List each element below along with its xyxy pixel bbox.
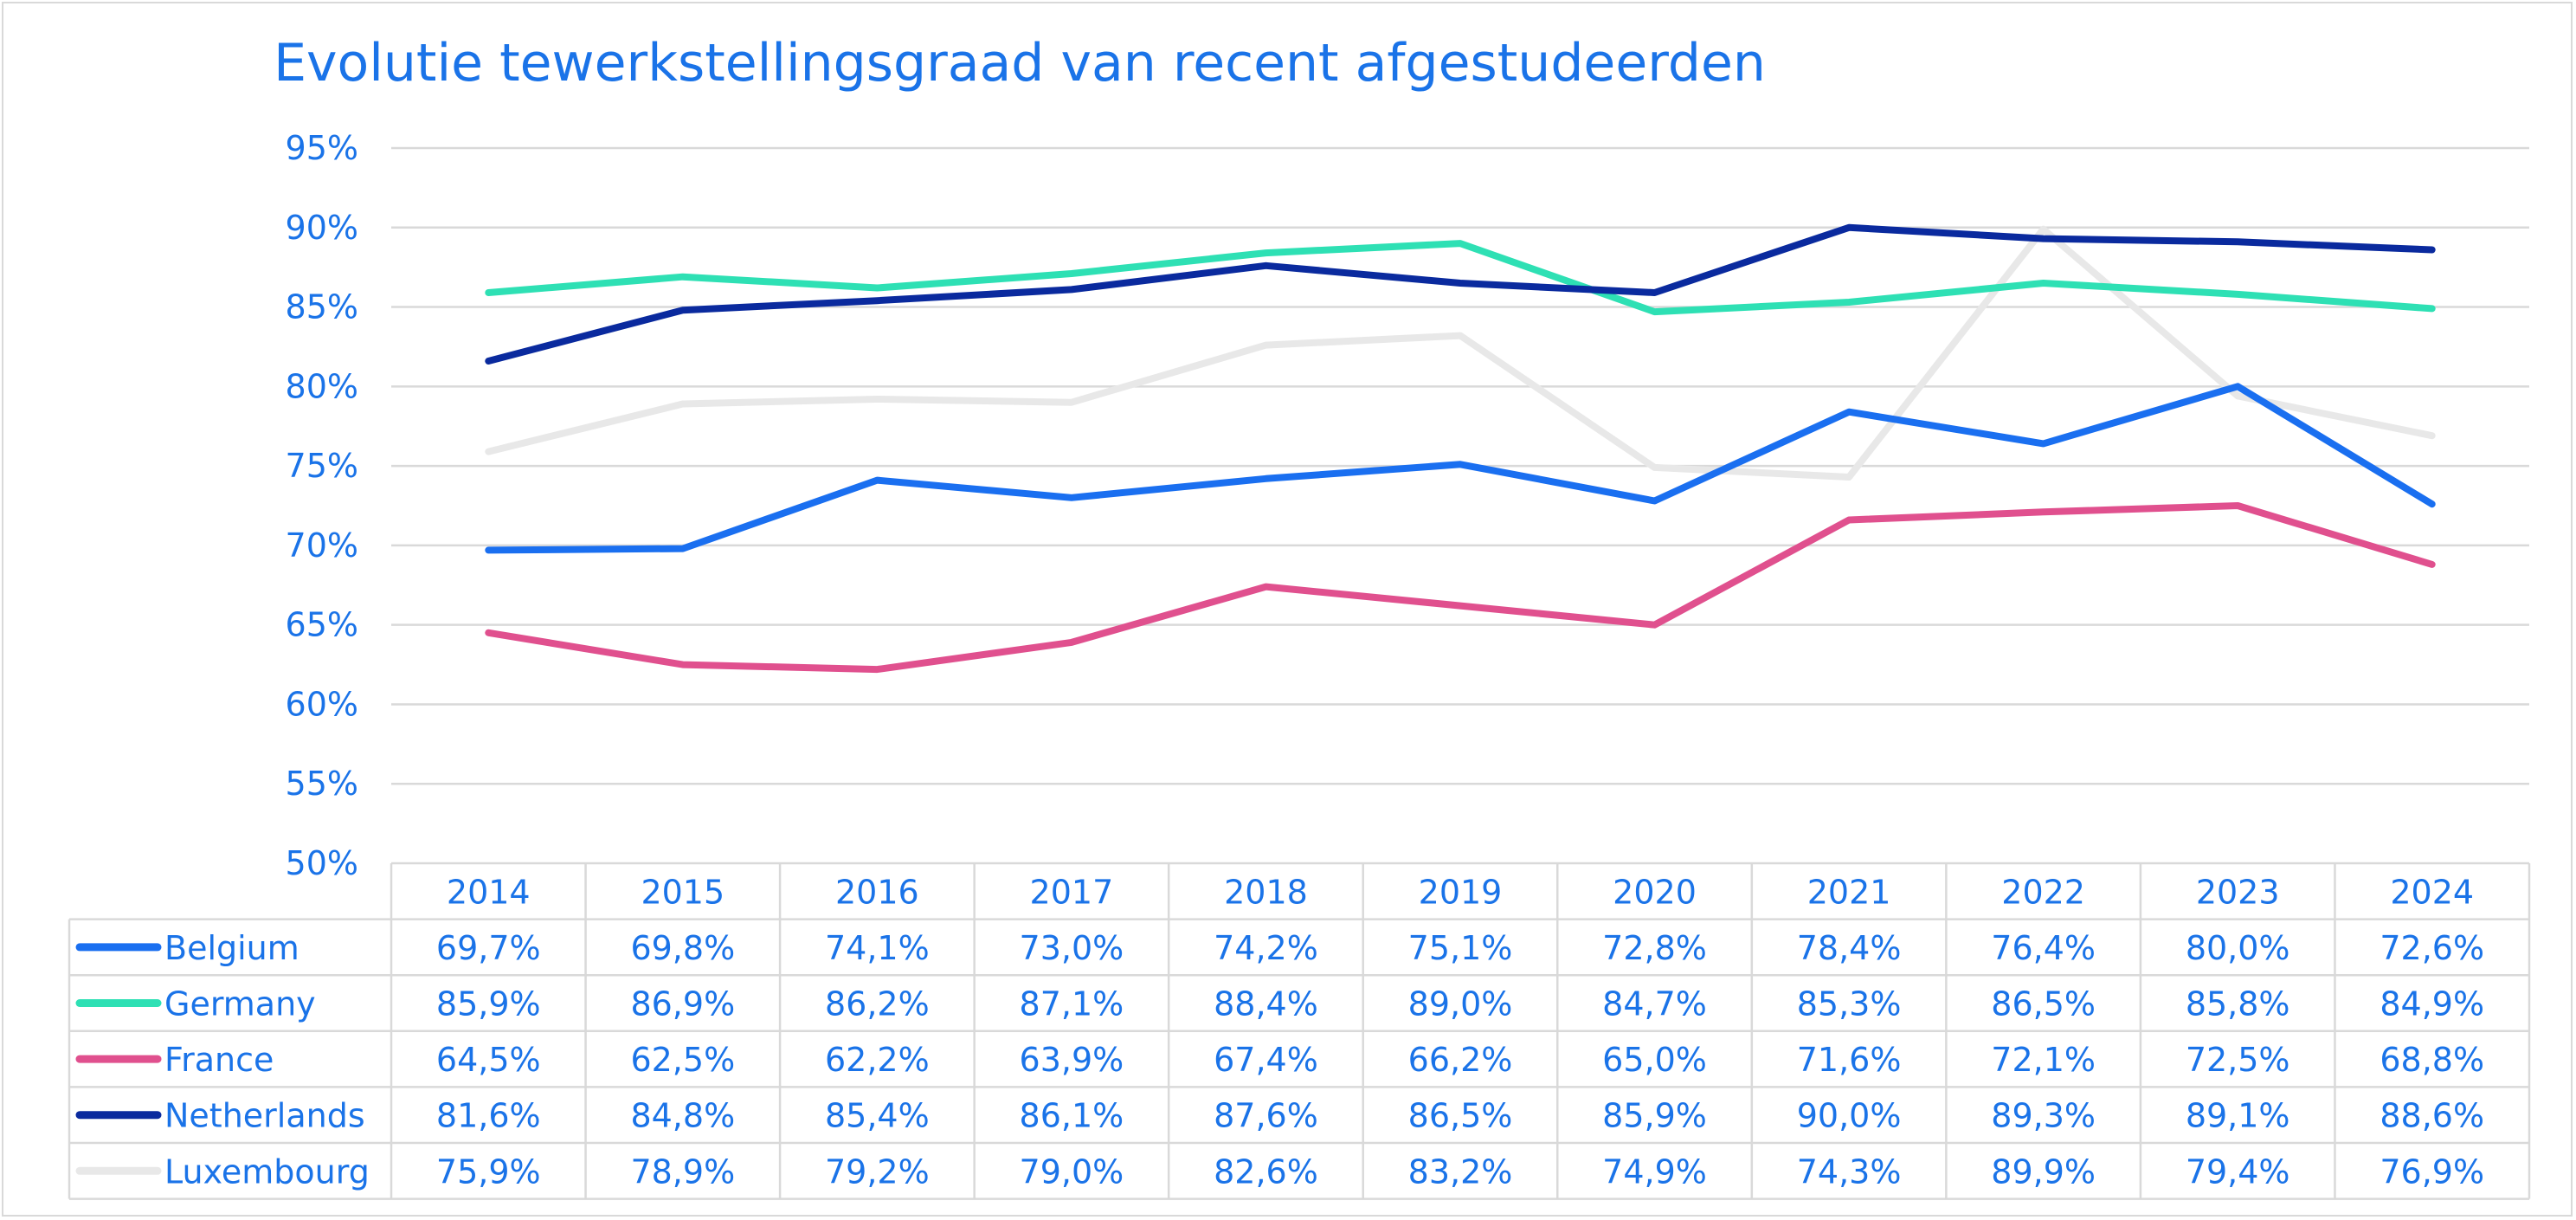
data-label: 85,4% xyxy=(825,1097,930,1135)
x-tick-label: 2023 xyxy=(2196,873,2280,911)
data-label: 85,9% xyxy=(436,985,541,1023)
x-tick-label: 2021 xyxy=(1807,873,1891,911)
legend-label-luxembourg: Luxembourg xyxy=(164,1152,370,1191)
series-line-france xyxy=(485,502,2436,674)
data-label: 76,9% xyxy=(2380,1152,2484,1191)
data-label: 89,3% xyxy=(1991,1097,2096,1135)
data-label: 86,2% xyxy=(825,985,930,1023)
data-label: 85,8% xyxy=(2186,985,2290,1023)
chart-title-text: Evolutie tewerkstellingsgraad van recent… xyxy=(274,33,1766,94)
data-label: 76,4% xyxy=(1991,929,2096,967)
data-label: 74,3% xyxy=(1797,1152,1902,1191)
data-label: 71,6% xyxy=(1797,1041,1902,1079)
chart-title: Evolutie tewerkstellingsgraad van recent… xyxy=(0,33,2576,94)
data-label: 74,1% xyxy=(825,929,930,967)
data-label: 66,2% xyxy=(1408,1041,1513,1079)
x-tick-label: 2016 xyxy=(835,873,919,911)
series-line-luxembourg xyxy=(485,225,2436,481)
x-tick-label: 2018 xyxy=(1224,873,1308,911)
data-label: 82,6% xyxy=(1214,1152,1318,1191)
data-label: 88,4% xyxy=(1214,985,1318,1023)
legend-label-netherlands: Netherlands xyxy=(164,1097,365,1135)
data-label: 72,6% xyxy=(2380,929,2484,967)
y-tick-label: 60% xyxy=(286,685,358,723)
legend-label-germany: Germany xyxy=(164,985,316,1023)
series-lines xyxy=(485,223,2436,674)
data-label: 62,5% xyxy=(630,1041,735,1079)
data-label: 63,9% xyxy=(1020,1041,1124,1079)
data-label: 73,0% xyxy=(1020,929,1124,967)
data-label: 87,6% xyxy=(1214,1097,1318,1135)
x-tick-label: 2020 xyxy=(1613,873,1697,911)
data-label: 67,4% xyxy=(1214,1041,1318,1079)
data-label: 78,9% xyxy=(630,1152,735,1191)
x-tick-label: 2014 xyxy=(447,873,531,911)
data-table-text: 2014 2015 2016 2017 2018 2019 2020 2021 2022 2023… xyxy=(75,873,2484,1191)
data-label: 62,2% xyxy=(825,1041,930,1079)
x-tick-label: 2024 xyxy=(2390,873,2474,911)
data-label: 86,1% xyxy=(1020,1097,1124,1135)
legend-label-france: France xyxy=(164,1041,274,1079)
data-label: 83,2% xyxy=(1408,1152,1513,1191)
data-label: 64,5% xyxy=(436,1041,541,1079)
y-axis-tick-labels: 95% 90% 85% 80% 75% 70% 65% 60% 55% 50% xyxy=(286,129,358,882)
y-tick-label: 90% xyxy=(286,209,358,247)
data-label: 84,7% xyxy=(1602,985,1707,1023)
data-label: 89,0% xyxy=(1408,985,1513,1023)
x-tick-label: 2015 xyxy=(641,873,724,911)
data-label: 88,6% xyxy=(2380,1097,2484,1135)
data-label: 85,3% xyxy=(1797,985,1902,1023)
data-label: 75,9% xyxy=(436,1152,541,1191)
data-label: 86,9% xyxy=(630,985,735,1023)
gridlines xyxy=(391,146,2529,785)
data-label: 80,0% xyxy=(2186,929,2290,967)
y-tick-label: 85% xyxy=(286,288,358,326)
data-label: 65,0% xyxy=(1602,1041,1707,1079)
data-label: 81,6% xyxy=(436,1097,541,1135)
data-label: 79,2% xyxy=(825,1152,930,1191)
y-tick-label: 65% xyxy=(286,606,358,644)
data-label: 89,9% xyxy=(1991,1152,2096,1191)
data-label: 90,0% xyxy=(1797,1097,1902,1135)
x-tick-label: 2019 xyxy=(1419,873,1503,911)
data-label: 68,8% xyxy=(2380,1041,2484,1079)
y-tick-label: 70% xyxy=(286,526,358,565)
data-label: 86,5% xyxy=(1991,985,2096,1023)
y-tick-label: 75% xyxy=(286,447,358,485)
data-label: 79,4% xyxy=(2186,1152,2290,1191)
data-label: 74,9% xyxy=(1602,1152,1707,1191)
data-label: 74,2% xyxy=(1214,929,1318,967)
legend-label-belgium: Belgium xyxy=(164,929,299,967)
data-label: 72,8% xyxy=(1602,929,1707,967)
data-label: 69,7% xyxy=(436,929,541,967)
data-label: 78,4% xyxy=(1797,929,1902,967)
y-tick-label: 55% xyxy=(286,765,358,803)
data-label: 87,1% xyxy=(1020,985,1124,1023)
data-label: 79,0% xyxy=(1020,1152,1124,1191)
data-table-grid xyxy=(68,862,2531,1200)
data-label: 72,5% xyxy=(2186,1041,2290,1079)
y-tick-label: 50% xyxy=(286,844,358,882)
x-tick-label: 2022 xyxy=(2001,873,2085,911)
series-line-belgium xyxy=(485,383,2436,554)
data-label: 72,1% xyxy=(1991,1041,2096,1079)
data-label: 84,9% xyxy=(2380,985,2484,1023)
x-tick-label: 2017 xyxy=(1030,873,1114,911)
series-line-netherlands xyxy=(485,223,2436,365)
data-label: 84,8% xyxy=(630,1097,735,1135)
y-tick-label: 95% xyxy=(286,129,358,167)
data-label: 86,5% xyxy=(1408,1097,1513,1135)
y-tick-label: 80% xyxy=(286,367,358,405)
data-label: 85,9% xyxy=(1602,1097,1707,1135)
data-label: 89,1% xyxy=(2186,1097,2290,1135)
data-label: 69,8% xyxy=(630,929,735,967)
series-line-germany xyxy=(485,240,2436,316)
data-label: 75,1% xyxy=(1408,929,1513,967)
